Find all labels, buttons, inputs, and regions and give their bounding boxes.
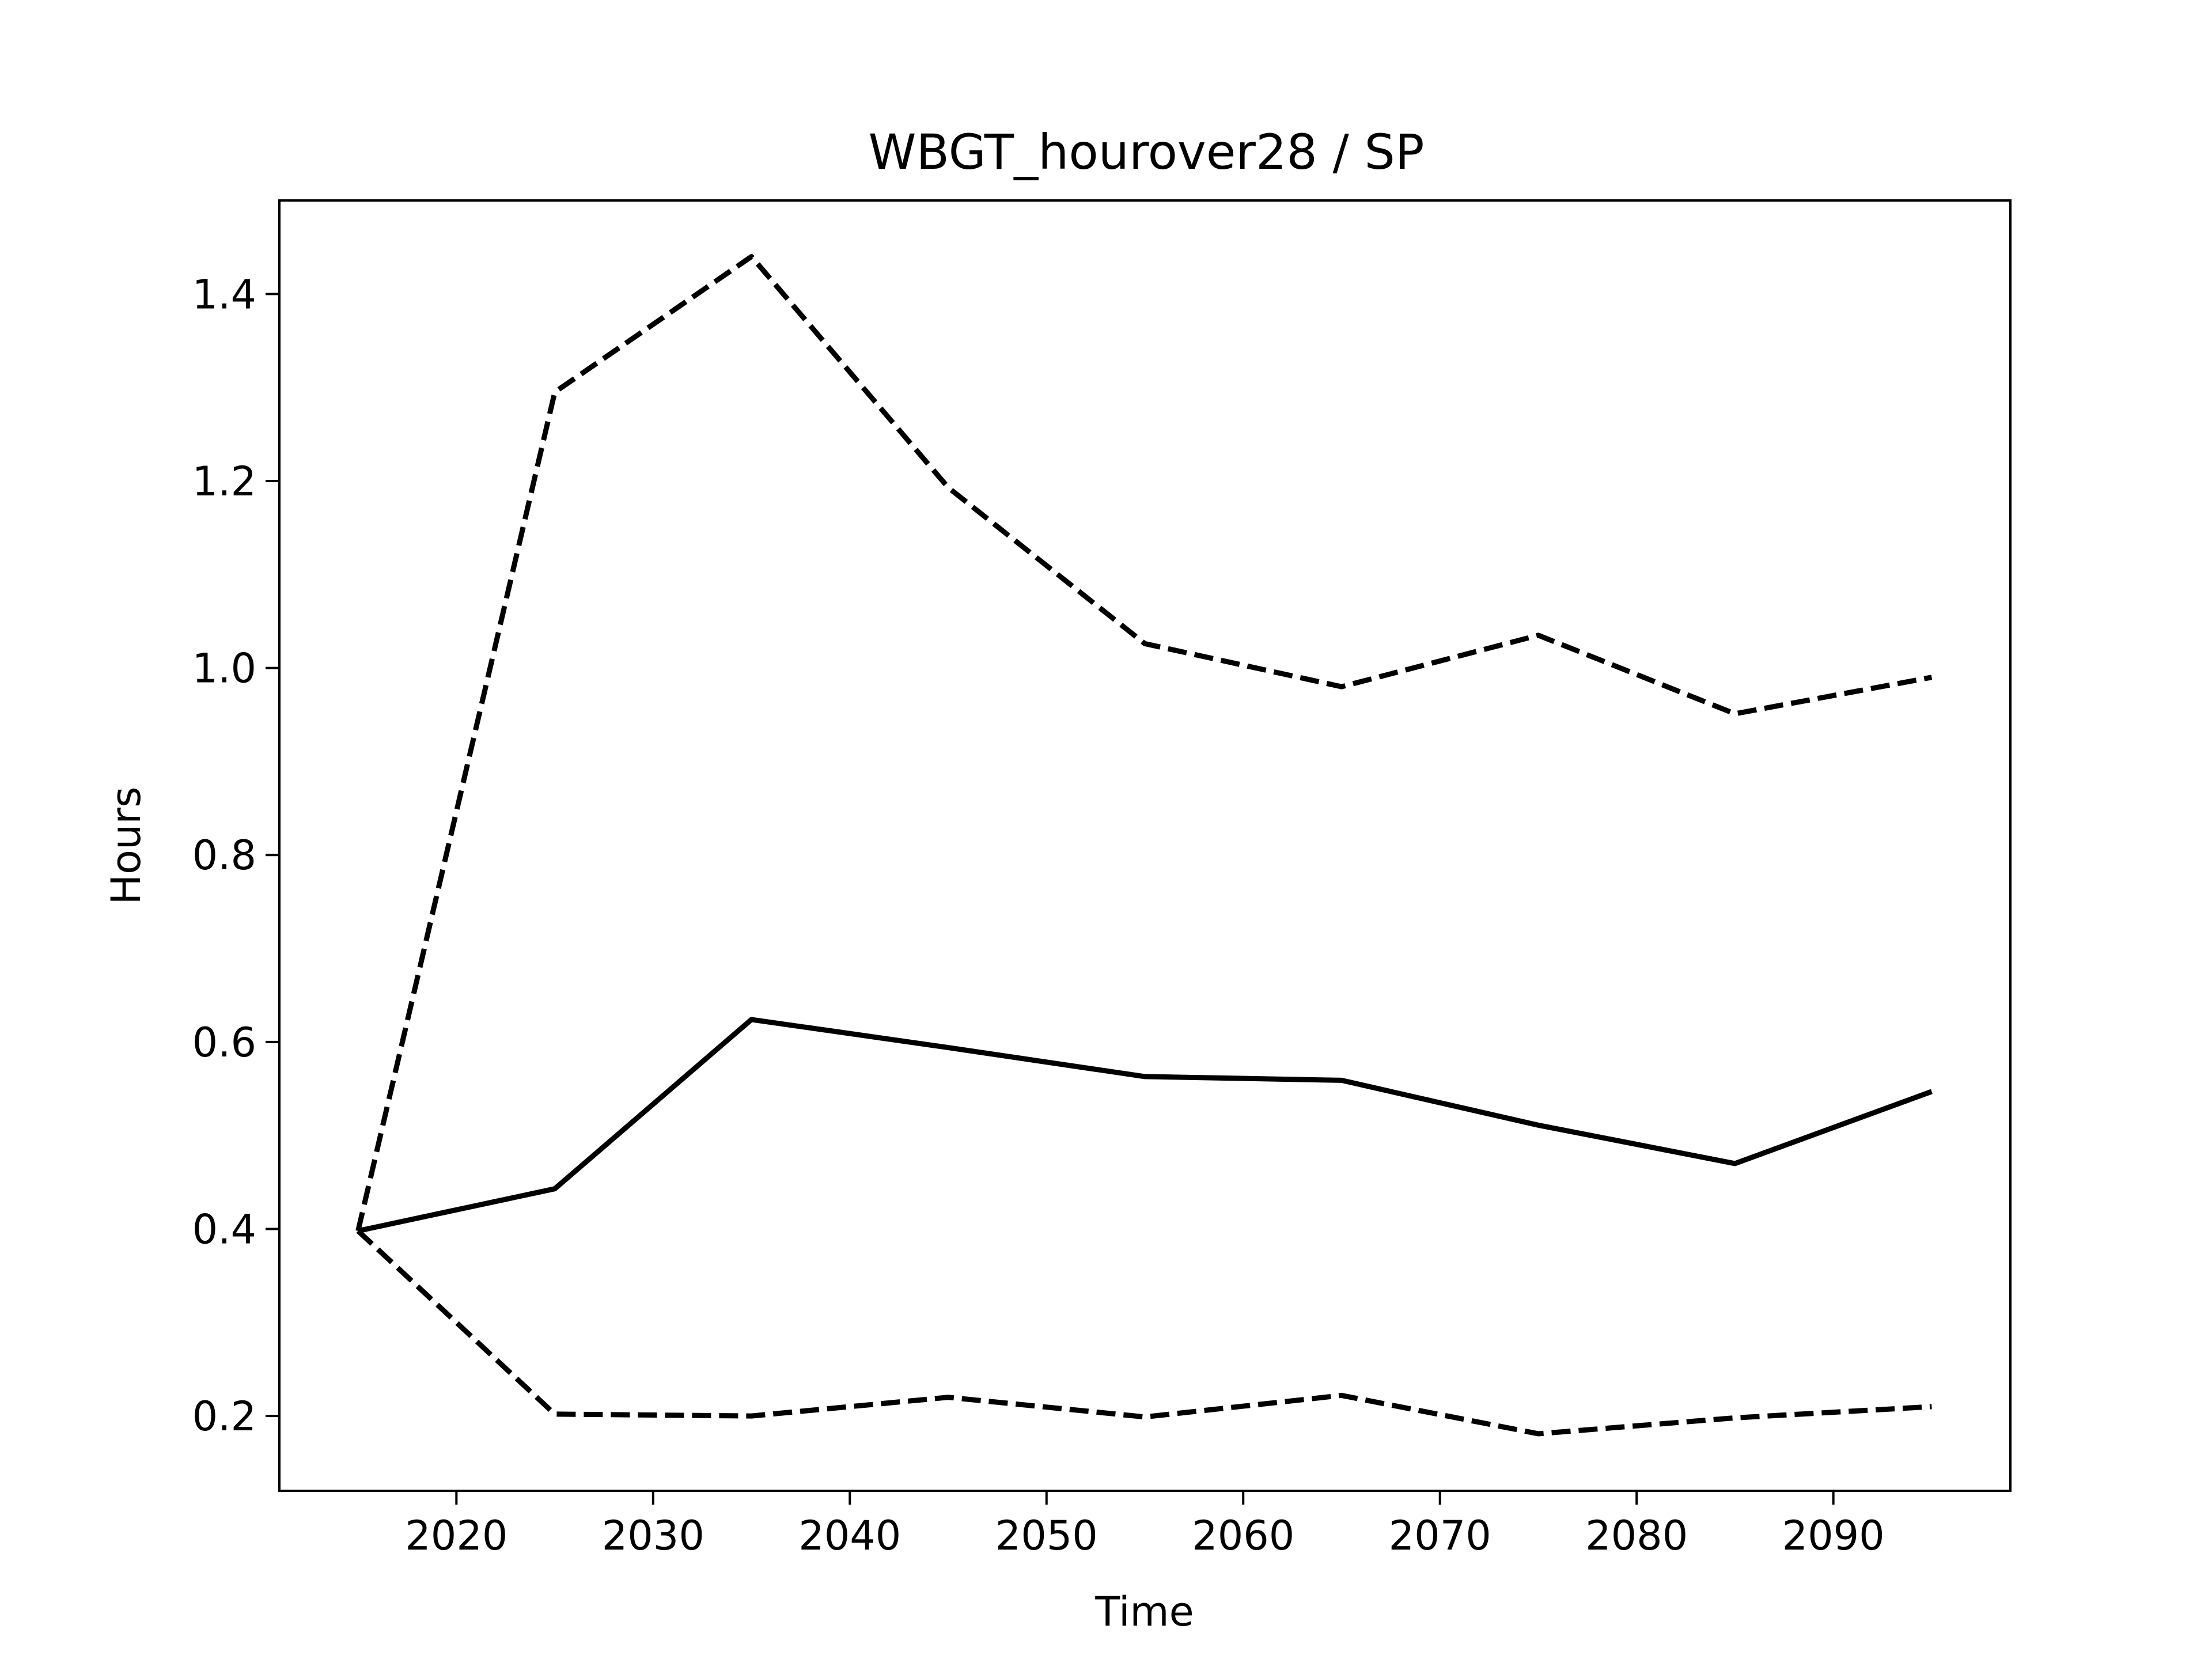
- y-tick-label: 1.4: [192, 271, 256, 318]
- series-line-1: [357, 1017, 1933, 1234]
- x-tick-label: 2020: [405, 1512, 507, 1559]
- y-tick-label: 0.2: [192, 1393, 256, 1440]
- x-tick-label: 2080: [1585, 1512, 1688, 1559]
- x-tick-label: 2060: [1192, 1512, 1294, 1559]
- x-tick-label: 2030: [602, 1512, 704, 1559]
- y-tick-label: 0.4: [192, 1206, 256, 1253]
- plot-frame: [278, 199, 2012, 1492]
- x-tick-label: 2070: [1389, 1512, 1491, 1559]
- y-axis: 0.2 0.4 0.6 0.8 1.0 1.2 1.4: [192, 271, 279, 1440]
- x-axis-label: Time: [1094, 1588, 1194, 1635]
- y-tick-label: 0.6: [192, 1019, 256, 1066]
- chart-title: WBGT_hourover28 / SP: [868, 124, 1424, 180]
- series-layer: [355, 253, 1933, 1437]
- series-line-2: [355, 253, 1933, 1232]
- x-tick-label: 2090: [1782, 1512, 1885, 1559]
- x-tick-label: 2050: [995, 1512, 1098, 1559]
- y-tick-label: 1.2: [192, 458, 256, 505]
- x-tick-label: 2040: [798, 1512, 901, 1559]
- x-axis: 2020 2030 2040 2050 2060 2070 2080 2090: [405, 1491, 1885, 1559]
- y-axis-label: Hours: [103, 786, 150, 904]
- series-line-3: [356, 1229, 1932, 1437]
- y-tick-label: 1.0: [192, 645, 256, 692]
- y-tick-label: 0.8: [192, 832, 256, 879]
